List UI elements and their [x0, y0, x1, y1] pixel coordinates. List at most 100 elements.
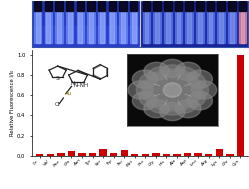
- Bar: [207, 1, 214, 11]
- Bar: [35, 2, 41, 10]
- Bar: [177, 10, 180, 43]
- Bar: [173, 154, 181, 156]
- Bar: [153, 1, 161, 11]
- Bar: [143, 10, 150, 43]
- Bar: [130, 1, 137, 11]
- Bar: [100, 10, 104, 43]
- Bar: [32, 1, 139, 46]
- Bar: [119, 1, 127, 11]
- Bar: [66, 2, 73, 10]
- Bar: [217, 10, 225, 43]
- Bar: [34, 10, 42, 43]
- Bar: [164, 1, 172, 11]
- Bar: [89, 153, 96, 156]
- Bar: [218, 2, 224, 10]
- Bar: [45, 1, 52, 11]
- Bar: [55, 1, 63, 11]
- Bar: [228, 10, 236, 43]
- Bar: [120, 2, 126, 10]
- Bar: [77, 10, 84, 43]
- Bar: [152, 153, 160, 156]
- Bar: [78, 153, 86, 156]
- Bar: [56, 2, 62, 10]
- Bar: [98, 10, 105, 43]
- Bar: [230, 10, 234, 43]
- Bar: [77, 1, 84, 11]
- Bar: [47, 154, 54, 156]
- Bar: [175, 2, 182, 10]
- Bar: [163, 154, 170, 156]
- Bar: [196, 10, 203, 43]
- Bar: [226, 154, 234, 156]
- Bar: [55, 10, 63, 43]
- Bar: [185, 10, 193, 43]
- Bar: [32, 26, 139, 46]
- Bar: [239, 1, 246, 11]
- Bar: [143, 2, 150, 10]
- Bar: [165, 2, 171, 10]
- Bar: [217, 1, 225, 11]
- Bar: [89, 10, 93, 43]
- Bar: [130, 10, 137, 43]
- Bar: [175, 1, 182, 11]
- Y-axis label: Relative Fluorescence I/I₀: Relative Fluorescence I/I₀: [9, 70, 14, 136]
- Bar: [68, 151, 75, 156]
- Bar: [153, 10, 161, 43]
- Bar: [121, 10, 125, 43]
- Bar: [187, 10, 191, 43]
- Bar: [78, 10, 82, 43]
- Bar: [205, 154, 212, 156]
- Bar: [99, 2, 105, 10]
- Bar: [185, 1, 193, 11]
- Bar: [229, 2, 235, 10]
- Bar: [164, 10, 172, 43]
- Bar: [45, 10, 52, 43]
- Bar: [228, 1, 236, 11]
- Bar: [166, 10, 170, 43]
- Bar: [66, 10, 73, 43]
- Bar: [241, 10, 244, 43]
- Bar: [99, 149, 107, 156]
- Bar: [194, 153, 202, 156]
- Bar: [77, 2, 83, 10]
- Bar: [207, 10, 214, 43]
- Bar: [184, 153, 191, 156]
- Bar: [239, 10, 246, 43]
- Bar: [186, 2, 192, 10]
- Bar: [66, 1, 73, 11]
- Bar: [216, 149, 223, 156]
- Bar: [145, 10, 148, 43]
- Bar: [198, 10, 202, 43]
- Bar: [175, 10, 182, 43]
- Bar: [111, 10, 114, 43]
- Bar: [141, 1, 248, 46]
- Bar: [88, 2, 94, 10]
- Bar: [130, 2, 137, 10]
- Bar: [143, 1, 150, 11]
- Bar: [196, 1, 203, 11]
- Bar: [57, 10, 61, 43]
- Bar: [121, 150, 128, 156]
- Bar: [34, 1, 42, 11]
- Bar: [239, 2, 246, 10]
- Bar: [45, 2, 52, 10]
- Bar: [197, 2, 203, 10]
- Bar: [47, 10, 50, 43]
- Bar: [109, 10, 116, 43]
- Bar: [155, 10, 159, 43]
- Bar: [109, 1, 116, 11]
- Bar: [110, 153, 117, 156]
- Bar: [68, 10, 71, 43]
- Bar: [207, 2, 214, 10]
- Bar: [237, 55, 244, 156]
- Bar: [219, 10, 223, 43]
- Bar: [36, 154, 44, 156]
- Bar: [209, 10, 212, 43]
- Bar: [132, 10, 135, 43]
- Bar: [87, 10, 95, 43]
- Bar: [57, 153, 64, 156]
- Bar: [36, 10, 40, 43]
- Bar: [119, 10, 127, 43]
- Bar: [142, 154, 149, 156]
- Bar: [87, 1, 95, 11]
